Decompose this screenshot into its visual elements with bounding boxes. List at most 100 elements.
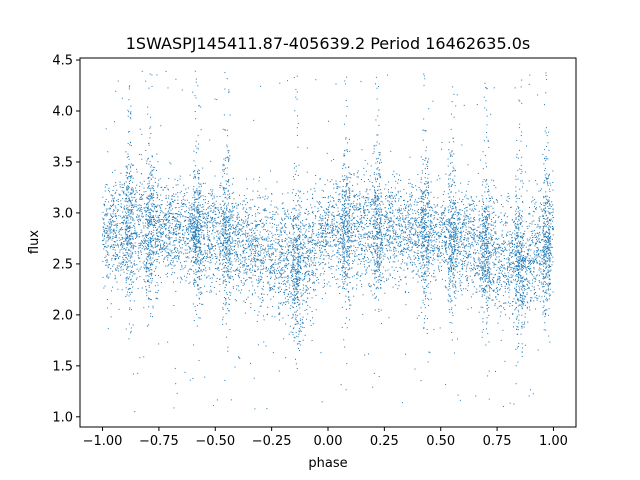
data-point [315, 289, 317, 291]
data-point [534, 296, 536, 298]
data-point [140, 232, 142, 234]
data-point [429, 239, 431, 241]
data-point [268, 255, 270, 257]
data-point [487, 258, 489, 260]
data-point [123, 193, 125, 195]
data-point [337, 198, 339, 200]
data-point [305, 289, 307, 291]
data-point [278, 241, 280, 243]
data-point [467, 276, 469, 278]
data-point [122, 252, 124, 254]
data-point [492, 234, 494, 236]
data-point [112, 190, 114, 191]
data-point [522, 297, 524, 299]
data-point [356, 284, 358, 286]
data-point [395, 224, 397, 226]
data-point [279, 262, 281, 264]
data-points [102, 70, 554, 413]
data-point [318, 202, 320, 204]
data-point [175, 247, 177, 249]
data-point [275, 250, 277, 252]
data-point [202, 214, 204, 216]
data-point [279, 254, 281, 256]
data-point [459, 209, 461, 211]
data-point [501, 235, 503, 237]
data-point [393, 222, 395, 224]
data-point [401, 251, 403, 253]
data-point [221, 218, 223, 220]
data-point [384, 238, 386, 240]
data-point [229, 242, 231, 244]
data-point [448, 211, 450, 213]
data-point [161, 236, 163, 238]
data-point [463, 215, 465, 217]
data-point [302, 293, 304, 295]
data-point [379, 234, 381, 236]
data-point [231, 211, 233, 213]
data-point [285, 323, 287, 325]
data-point [392, 211, 394, 213]
data-point [364, 215, 366, 217]
data-point [475, 252, 477, 254]
data-point [129, 253, 131, 255]
data-point [304, 272, 306, 274]
data-point [436, 218, 438, 220]
data-point [357, 254, 359, 256]
data-point [430, 234, 432, 236]
data-point [177, 192, 179, 194]
data-point [456, 229, 458, 231]
data-point [496, 243, 498, 245]
data-point [274, 268, 276, 270]
data-point [484, 250, 486, 252]
data-point [116, 218, 118, 220]
data-point [547, 232, 549, 234]
data-point [358, 231, 360, 233]
data-point [284, 246, 286, 248]
data-point [534, 203, 536, 205]
data-point [237, 223, 239, 225]
data-point [286, 281, 288, 283]
data-point [167, 210, 169, 212]
data-point [430, 216, 432, 218]
data-point [169, 215, 171, 217]
data-point [418, 275, 420, 277]
data-point [287, 211, 289, 213]
data-point [501, 219, 503, 221]
data-point [333, 244, 335, 246]
data-point [319, 258, 321, 260]
data-point [386, 240, 388, 242]
data-point [389, 225, 391, 227]
data-point [383, 234, 385, 236]
data-point [326, 240, 328, 242]
data-point [175, 184, 177, 186]
data-point [199, 240, 201, 242]
data-point [193, 234, 195, 236]
data-point [224, 246, 226, 248]
data-point [210, 219, 212, 221]
data-point [280, 268, 282, 270]
data-point [401, 241, 403, 243]
data-point [377, 237, 379, 239]
data-point [412, 234, 414, 236]
data-point [479, 290, 481, 292]
data-point [329, 285, 331, 287]
data-point [305, 219, 307, 221]
data-point [353, 240, 355, 242]
data-point [265, 237, 267, 239]
data-point [533, 276, 535, 278]
data-point [251, 293, 253, 295]
data-point [514, 230, 516, 232]
data-point [243, 200, 245, 202]
data-point [346, 224, 348, 226]
data-point [357, 229, 359, 231]
data-point [276, 227, 278, 229]
data-point [173, 213, 175, 215]
data-point [289, 325, 291, 327]
data-point [284, 258, 286, 260]
data-point [245, 243, 247, 245]
data-point [455, 249, 457, 251]
data-point [454, 202, 456, 204]
data-point [265, 266, 267, 268]
data-point [465, 194, 467, 196]
data-point [364, 237, 366, 239]
